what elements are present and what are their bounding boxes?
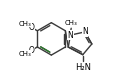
Text: CH₃: CH₃	[19, 51, 32, 57]
Text: O: O	[28, 23, 34, 32]
Text: N: N	[68, 31, 73, 40]
Text: H₂N: H₂N	[75, 63, 91, 72]
Text: N: N	[82, 27, 88, 36]
Text: O: O	[28, 46, 34, 55]
Text: CH₃: CH₃	[19, 21, 32, 27]
Text: CH₃: CH₃	[65, 20, 78, 26]
